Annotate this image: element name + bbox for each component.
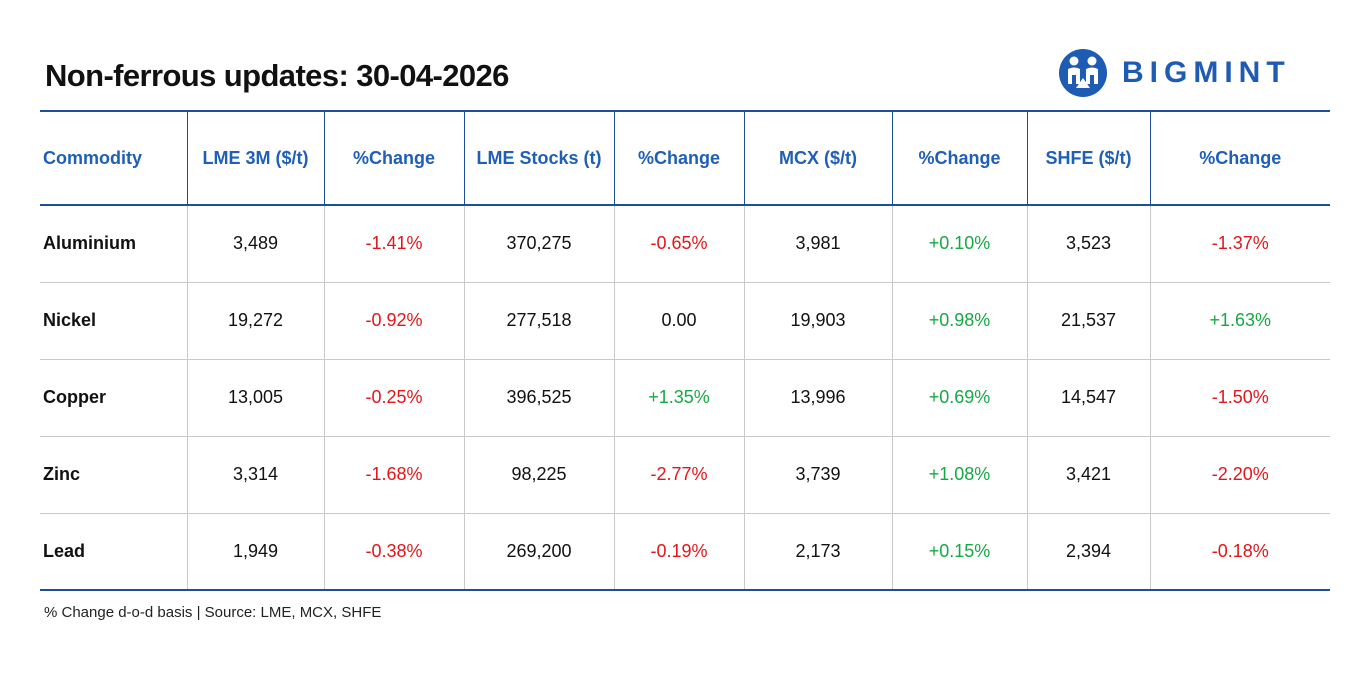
mcx-cell: 13,996 bbox=[743, 359, 892, 437]
lme-3m-change-cell: -0.92% bbox=[323, 282, 464, 360]
brand-logo: BIGMINT bbox=[1058, 48, 1291, 98]
shfe-cell: 3,421 bbox=[1026, 436, 1150, 514]
column-header-lme-stocks-change: %Change bbox=[613, 110, 744, 206]
table-row: Zinc 3,314 -1.68% 98,225 -2.77% 3,739 +1.08% 3,… bbox=[40, 436, 1330, 514]
lme-3m-cell: 3,314 bbox=[186, 436, 324, 514]
shfe-change-cell: -2.20% bbox=[1149, 436, 1330, 514]
lme-3m-change-cell: -1.41% bbox=[323, 205, 464, 283]
column-header-shfe-change: %Change bbox=[1149, 110, 1330, 206]
mcx-cell: 3,739 bbox=[743, 436, 892, 514]
commodity-cell: Copper bbox=[40, 359, 187, 437]
lme-3m-change-cell: -0.25% bbox=[323, 359, 464, 437]
price-table: Commodity LME 3M ($/t) %Change LME Stock… bbox=[40, 110, 1330, 591]
mcx-cell: 2,173 bbox=[743, 513, 892, 591]
lme-3m-cell: 19,272 bbox=[186, 282, 324, 360]
table-row: Aluminium 3,489 -1.41% 370,275 -0.65% 3,981 +0… bbox=[40, 205, 1330, 283]
lme-3m-cell: 13,005 bbox=[186, 359, 324, 437]
shfe-cell: 14,547 bbox=[1026, 359, 1150, 437]
column-header-mcx: MCX ($/t) bbox=[743, 110, 892, 206]
shfe-cell: 2,394 bbox=[1026, 513, 1150, 591]
commodity-cell: Nickel bbox=[40, 282, 187, 360]
shfe-change-cell: +1.63% bbox=[1149, 282, 1330, 360]
commodity-cell: Aluminium bbox=[40, 205, 187, 283]
table-row: Copper 13,005 -0.25% 396,525 +1.35% 13,996 +0.… bbox=[40, 359, 1330, 437]
mcx-cell: 3,981 bbox=[743, 205, 892, 283]
mcx-change-cell: +0.98% bbox=[891, 282, 1027, 360]
column-header-lme-3m: LME 3M ($/t) bbox=[186, 110, 324, 206]
lme-3m-change-cell: -1.68% bbox=[323, 436, 464, 514]
lme-stocks-change-cell: -2.77% bbox=[613, 436, 744, 514]
brand-name: BIGMINT bbox=[1122, 56, 1291, 89]
lme-stocks-cell: 396,525 bbox=[463, 359, 614, 437]
mcx-cell: 19,903 bbox=[743, 282, 892, 360]
lme-stocks-cell: 269,200 bbox=[463, 513, 614, 591]
lme-3m-change-cell: -0.38% bbox=[323, 513, 464, 591]
commodity-cell: Zinc bbox=[40, 436, 187, 514]
table-row: Lead 1,949 -0.38% 269,200 -0.19% 2,173 +0.15% 2… bbox=[40, 513, 1330, 591]
table-row: Nickel 19,272 -0.92% 277,518 0.00 19,903 +0.98… bbox=[40, 282, 1330, 360]
column-header-mcx-change: %Change bbox=[891, 110, 1027, 206]
lme-stocks-change-cell: 0.00 bbox=[613, 282, 744, 360]
column-header-shfe: SHFE ($/t) bbox=[1026, 110, 1150, 206]
bigmint-logo-icon bbox=[1059, 49, 1107, 97]
lme-3m-cell: 3,489 bbox=[186, 205, 324, 283]
shfe-cell: 3,523 bbox=[1026, 205, 1150, 283]
commodity-cell: Lead bbox=[40, 513, 187, 591]
shfe-change-cell: -1.50% bbox=[1149, 359, 1330, 437]
lme-stocks-cell: 277,518 bbox=[463, 282, 614, 360]
mcx-change-cell: +0.15% bbox=[891, 513, 1027, 591]
shfe-cell: 21,537 bbox=[1026, 282, 1150, 360]
lme-stocks-cell: 98,225 bbox=[463, 436, 614, 514]
mcx-change-cell: +1.08% bbox=[891, 436, 1027, 514]
page-title: Non-ferrous updates: 30-04-2026 bbox=[45, 58, 509, 93]
mcx-change-cell: +0.69% bbox=[891, 359, 1027, 437]
column-header-lme-3m-change: %Change bbox=[323, 110, 464, 206]
lme-stocks-cell: 370,275 bbox=[463, 205, 614, 283]
column-header-lme-stocks: LME Stocks (t) bbox=[463, 110, 614, 206]
lme-stocks-change-cell: -0.65% bbox=[613, 205, 744, 283]
source-footnote: % Change d-o-d basis | Source: LME, MCX,… bbox=[44, 604, 382, 621]
table-header-row: Commodity LME 3M ($/t) %Change LME Stock… bbox=[40, 110, 1330, 206]
lme-stocks-change-cell: -0.19% bbox=[613, 513, 744, 591]
column-header-commodity: Commodity bbox=[40, 110, 187, 206]
lme-3m-cell: 1,949 bbox=[186, 513, 324, 591]
lme-stocks-change-cell: +1.35% bbox=[613, 359, 744, 437]
shfe-change-cell: -1.37% bbox=[1149, 205, 1330, 283]
mcx-change-cell: +0.10% bbox=[891, 205, 1027, 283]
shfe-change-cell: -0.18% bbox=[1149, 513, 1330, 591]
